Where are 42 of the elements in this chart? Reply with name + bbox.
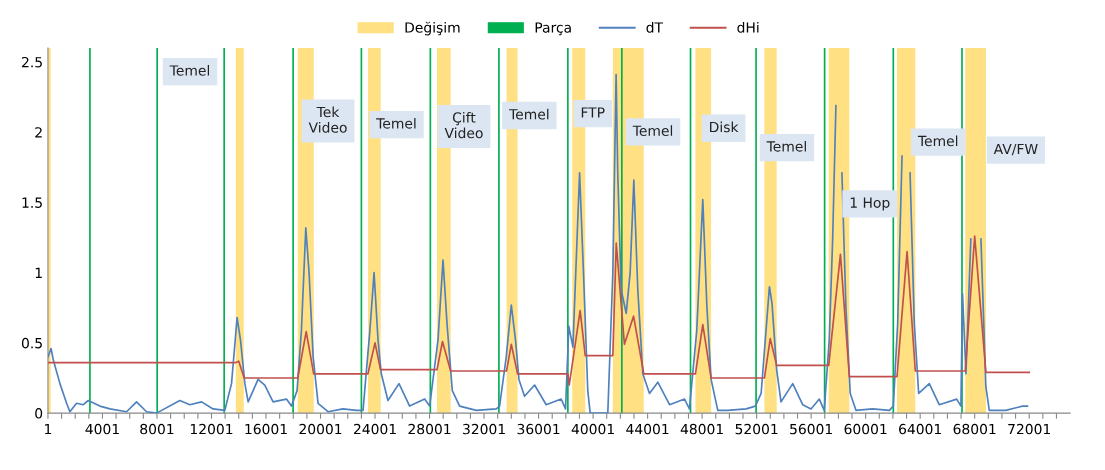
legend-label: Değişim: [405, 21, 460, 36]
annotation: Temel: [917, 135, 958, 147]
x-tick-label: 28001: [408, 423, 451, 435]
x-tick-label: 12001: [190, 423, 233, 435]
annotation: Tek Video: [308, 106, 347, 133]
x-tick-label: 36001: [517, 423, 560, 435]
annotation: AV/FW: [993, 143, 1038, 156]
legend-label: Parça: [535, 22, 571, 36]
annotation: Temel: [632, 125, 673, 136]
annotation: Temel: [509, 108, 549, 120]
legend-label: dT: [646, 22, 664, 33]
x-tick-label: 56001: [790, 423, 832, 435]
annotation: 1 Hop: [850, 197, 890, 211]
x-tick-label: 1: [45, 423, 52, 435]
x-tick-label: 72001: [1008, 423, 1051, 435]
x-tick-label: 16001: [245, 423, 287, 435]
annotation: Temel: [766, 140, 806, 152]
x-tick-label: 44001: [626, 423, 669, 435]
x-tick-label: 64001: [899, 423, 941, 435]
x-tick-label: 32001: [463, 423, 505, 435]
line-series: [47, 235, 1031, 386]
x-tick-label: 24001: [353, 423, 396, 435]
legend-label: dHi: [737, 22, 759, 33]
y-tick-label: 1.5: [22, 197, 42, 208]
x-tick-label: 4001: [85, 423, 119, 435]
x-tick-label: 52001: [735, 423, 778, 435]
x-tick-label: 48001: [680, 423, 723, 435]
x-tick-label: 8001: [140, 423, 174, 435]
x-tick-label: 60001: [844, 423, 887, 435]
annotation: Temel: [169, 64, 210, 76]
annotation: Çift Video: [444, 111, 483, 139]
y-tick-label: 2: [35, 127, 42, 138]
x-tick-label: 20001: [299, 423, 342, 435]
y-tick-label: 0.5: [21, 337, 42, 349]
y-tick-label: 2.5: [22, 56, 42, 68]
annotation: Temel: [376, 117, 416, 129]
annotation: FTP: [581, 107, 605, 118]
y-tick-label: 0: [35, 408, 43, 419]
x-tick-label: 40001: [571, 423, 614, 435]
y-tick-label: 1: [35, 267, 42, 278]
x-tick-label: 68001: [953, 423, 996, 435]
annotation: Disk: [710, 121, 739, 133]
